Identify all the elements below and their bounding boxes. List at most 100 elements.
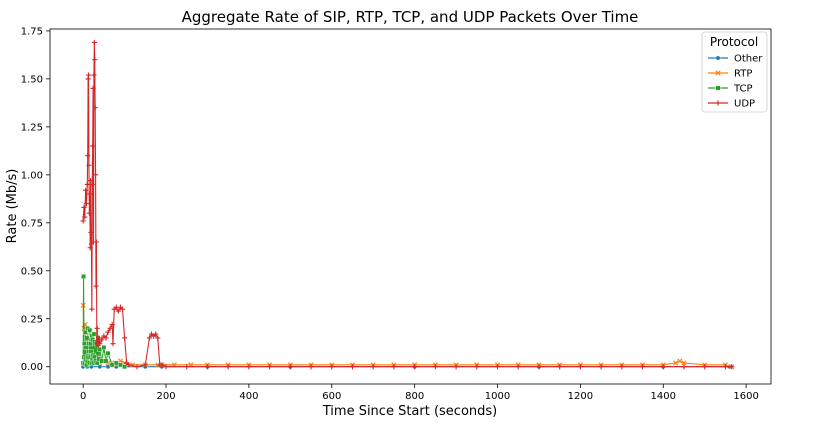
legend-label: TCP [733, 84, 753, 95]
data-point [287, 364, 293, 370]
chart-title: Aggregate Rate of SIP, RTP, TCP, and UDP… [182, 8, 639, 26]
data-point [91, 72, 97, 78]
x-axis-label: Time Since Start (seconds) [322, 404, 498, 419]
data-point [308, 364, 314, 370]
data-point [87, 191, 93, 197]
y-tick-label: 1.25 [21, 122, 43, 133]
plot-frame [49, 28, 772, 385]
data-point [97, 341, 103, 347]
y-tick-label: 1.75 [21, 26, 43, 37]
data-point [87, 245, 93, 251]
legend-item-other: Other [708, 54, 763, 65]
x-tick-label: 800 [405, 391, 424, 402]
data-point [83, 345, 89, 350]
data-point [84, 181, 90, 188]
data-point [432, 364, 438, 370]
data-point [92, 105, 98, 111]
y-tick-label: 1.00 [21, 170, 43, 181]
data-point [142, 362, 148, 368]
data-point [146, 335, 153, 341]
data-point [97, 364, 103, 370]
data-point [109, 321, 115, 328]
data-point [96, 335, 102, 341]
data-point [109, 362, 115, 368]
data-point [91, 331, 97, 337]
data-point [619, 364, 625, 370]
data-point [89, 306, 95, 312]
data-point [126, 362, 132, 368]
legend-title: Protocol [710, 35, 758, 49]
data-point [134, 364, 140, 370]
data-point [577, 364, 583, 370]
data-point [204, 364, 211, 370]
data-point [722, 364, 729, 370]
data-point [677, 358, 683, 364]
data-point [99, 337, 105, 343]
data-point [118, 362, 123, 368]
series-line-rtp [82, 305, 732, 368]
data-point [267, 364, 273, 370]
data-point [515, 364, 521, 370]
x-tick-label: 0 [80, 391, 86, 402]
data-point [598, 364, 604, 370]
legend-item-rtp: RTP [708, 69, 752, 80]
legend-item-tcp: TCP [708, 84, 753, 95]
data-point [105, 329, 111, 335]
data-point [93, 239, 100, 245]
data-point [107, 325, 113, 331]
data-point [90, 143, 96, 149]
data-point [83, 187, 89, 193]
data-point [557, 364, 563, 370]
legend: Protocol Other RTP TCP UDP [701, 31, 768, 113]
data-point [391, 364, 397, 370]
data-point [412, 364, 418, 370]
data-point [83, 201, 90, 207]
data-point [85, 153, 91, 159]
legend-label: Other [734, 54, 763, 65]
data-point [101, 345, 107, 350]
data-point [639, 364, 646, 370]
data-point [92, 57, 98, 63]
data-point [329, 364, 335, 370]
legend-label: UDP [734, 99, 755, 110]
legend-item-udp: UDP [708, 99, 755, 110]
legend-marker [715, 55, 721, 61]
data-point [103, 358, 109, 364]
data-point [681, 360, 687, 366]
series-tcp [80, 274, 127, 370]
data-point [81, 204, 87, 211]
data-point [660, 364, 666, 370]
legend-marker [715, 100, 721, 106]
data-point [87, 327, 93, 333]
data-point [86, 162, 92, 168]
data-point [474, 364, 480, 370]
x-tick-label: 1200 [568, 391, 593, 402]
data-point [82, 214, 88, 220]
y-axis-label: Rate (Mb/s) [5, 169, 20, 244]
data-point [88, 177, 94, 184]
x-tick-label: 1400 [651, 391, 676, 402]
legend-label: RTP [734, 69, 752, 80]
x-tick-label: 600 [322, 391, 341, 402]
y-tick-label: 0.25 [21, 314, 43, 325]
data-point [89, 181, 95, 188]
data-point [86, 210, 92, 216]
y-axis: 0.00 0.25 0.50 0.75 1.00 1.25 1.50 1.75 [21, 26, 50, 373]
x-tick-label: 400 [239, 391, 258, 402]
data-point [91, 39, 97, 46]
x-tick-label: 200 [156, 391, 175, 402]
data-point [105, 350, 111, 356]
series-rtp [80, 302, 735, 370]
data-point [99, 358, 105, 364]
legend-marker [715, 70, 721, 76]
data-point [681, 364, 687, 370]
data-point [80, 218, 86, 224]
data-point [184, 364, 190, 370]
data-point [103, 335, 109, 341]
data-point [349, 364, 356, 370]
data-point [729, 364, 735, 370]
x-tick-label: 1000 [485, 391, 510, 402]
data-point [81, 274, 86, 279]
y-tick-label: 0.00 [21, 362, 43, 373]
